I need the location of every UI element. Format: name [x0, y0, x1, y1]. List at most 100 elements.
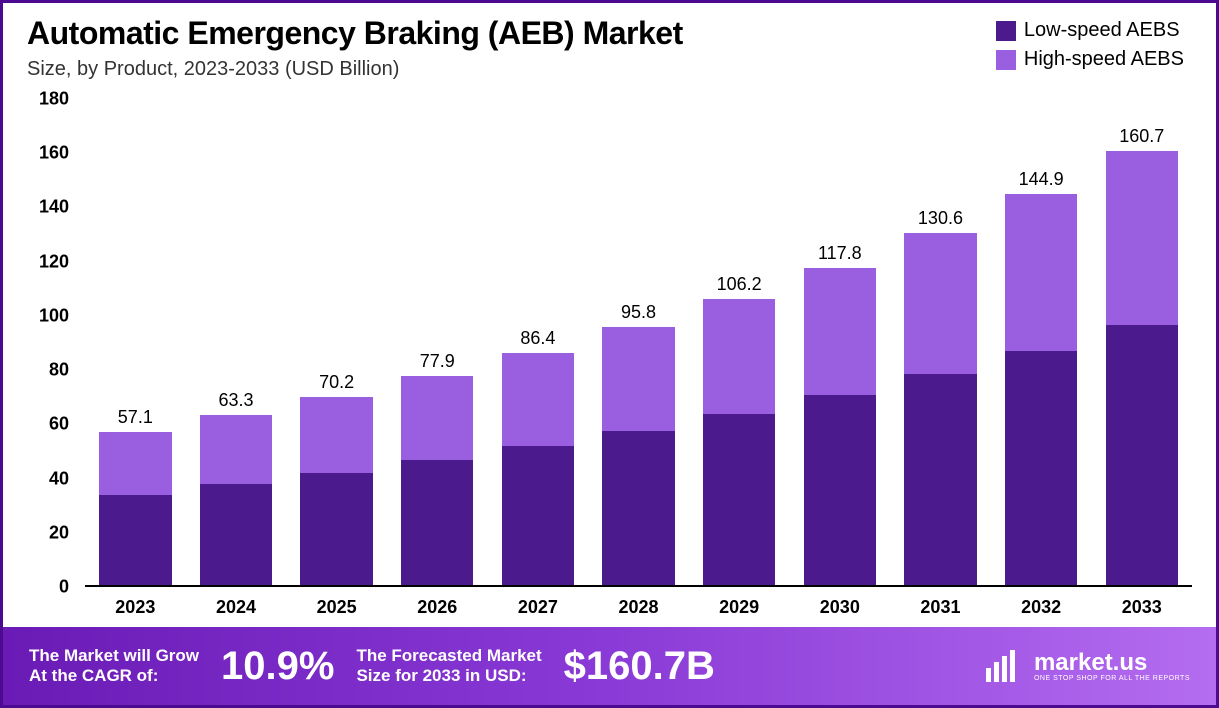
- bar-group: 70.2: [286, 99, 387, 587]
- bar-group: 95.8: [588, 99, 689, 587]
- x-tick: 2027: [488, 587, 589, 627]
- bar-seg-high: [200, 415, 272, 484]
- x-tick: 2033: [1091, 587, 1192, 627]
- x-tick: 2029: [689, 587, 790, 627]
- bar-inner-stack: [602, 327, 674, 587]
- bar-wrap: 160.7: [1106, 99, 1178, 587]
- bars-container: 57.1 63.3 70.2 77.9 86.4 95.8 106.2 117.8 130.6 1…: [85, 99, 1192, 587]
- bar-wrap: 70.2: [300, 99, 372, 587]
- bar-seg-high: [300, 397, 372, 473]
- bar-total-label: 130.6: [918, 208, 963, 229]
- x-tick: 2028: [588, 587, 689, 627]
- bar-total-label: 63.3: [218, 390, 253, 411]
- bar-inner-stack: [99, 432, 171, 587]
- bar-group: 63.3: [186, 99, 287, 587]
- bar-group: 86.4: [488, 99, 589, 587]
- bar-seg-low: [502, 446, 574, 587]
- plot-region: 57.1 63.3 70.2 77.9 86.4 95.8 106.2 117.8 130.6 1…: [85, 99, 1192, 587]
- y-tick: 0: [59, 577, 69, 598]
- brand-name: market.us: [1034, 651, 1190, 675]
- bar-seg-low: [1106, 325, 1178, 587]
- forecast-label: The Forecasted MarketSize for 2033 in US…: [356, 646, 541, 687]
- x-tick: 2031: [890, 587, 991, 627]
- legend-item-high: High-speed AEBS: [996, 48, 1184, 71]
- chart-area: 020406080100120140160180 57.163.370.277.…: [3, 81, 1216, 627]
- legend-label-low: Low-speed AEBS: [1024, 19, 1180, 42]
- cagr-label: The Market will GrowAt the CAGR of:: [29, 646, 199, 687]
- bar-group: 77.9: [387, 99, 488, 587]
- x-tick: 2024: [186, 587, 287, 627]
- x-tick: 2026: [387, 587, 488, 627]
- bar-inner-stack: [401, 376, 473, 587]
- bar-total-label: 57.1: [118, 407, 153, 428]
- bar-wrap: 117.8: [804, 99, 876, 587]
- legend-label-high: High-speed AEBS: [1024, 48, 1184, 71]
- bar-total-label: 86.4: [520, 328, 555, 349]
- bar-group: 130.6: [890, 99, 991, 587]
- y-tick: 40: [49, 468, 69, 489]
- bar-seg-high: [401, 376, 473, 460]
- bar-total-label: 144.9: [1019, 169, 1064, 190]
- y-tick: 180: [39, 89, 69, 110]
- bar-wrap: 106.2: [703, 99, 775, 587]
- bar-seg-high: [99, 432, 171, 495]
- bar-inner-stack: [904, 233, 976, 587]
- chart-subtitle: Size, by Product, 2023-2033 (USD Billion…: [27, 58, 996, 81]
- bar-total-label: 160.7: [1119, 126, 1164, 147]
- x-tick: 2023: [85, 587, 186, 627]
- y-tick: 60: [49, 414, 69, 435]
- chart-inner: 020406080100120140160180 57.163.370.277.…: [27, 89, 1192, 627]
- bar-inner-stack: [804, 268, 876, 587]
- y-axis: 020406080100120140160180: [27, 99, 77, 587]
- y-tick: 80: [49, 360, 69, 381]
- cagr-value: 10.9%: [221, 644, 334, 689]
- bar-seg-low: [804, 395, 876, 587]
- legend-swatch-high: [996, 50, 1016, 70]
- forecast-value: $160.7B: [564, 644, 715, 689]
- bar-seg-low: [1005, 351, 1077, 587]
- brand: market.us ONE STOP SHOP FOR ALL THE REPO…: [980, 644, 1190, 688]
- bar-group: 117.8: [789, 99, 890, 587]
- header: Automatic Emergency Braking (AEB) Market…: [3, 3, 1216, 81]
- bar-group: 106.2: [689, 99, 790, 587]
- y-tick: 140: [39, 197, 69, 218]
- chart-title: Automatic Emergency Braking (AEB) Market: [27, 15, 996, 52]
- bar-seg-low: [703, 414, 775, 588]
- x-tick: 2030: [789, 587, 890, 627]
- bar-total-label: 117.8: [818, 243, 862, 264]
- legend: Low-speed AEBS High-speed AEBS: [996, 15, 1192, 81]
- bar-inner-stack: [300, 397, 372, 587]
- bar-group: 144.9: [991, 99, 1092, 587]
- bar-seg-low: [300, 473, 372, 587]
- bar-seg-low: [602, 431, 674, 587]
- bar-inner-stack: [1005, 194, 1077, 587]
- bar-seg-high: [804, 268, 876, 395]
- bar-group: 57.1: [85, 99, 186, 587]
- bar-seg-low: [200, 484, 272, 587]
- bar-seg-high: [602, 327, 674, 431]
- bar-seg-low: [99, 495, 171, 587]
- y-tick: 20: [49, 522, 69, 543]
- bar-total-label: 106.2: [717, 274, 762, 295]
- legend-item-low: Low-speed AEBS: [996, 19, 1184, 42]
- bar-inner-stack: [1106, 151, 1178, 587]
- bar-total-label: 77.9: [420, 351, 455, 372]
- x-axis: 2023202420252026202720282029203020312032…: [85, 587, 1192, 627]
- footer-banner: The Market will GrowAt the CAGR of: 10.9…: [3, 627, 1216, 705]
- bar-wrap: 57.1: [99, 99, 171, 587]
- brand-logo-icon: [980, 644, 1024, 688]
- y-tick: 160: [39, 143, 69, 164]
- bar-seg-high: [1106, 151, 1178, 325]
- bar-seg-high: [703, 299, 775, 413]
- brand-text: market.us ONE STOP SHOP FOR ALL THE REPO…: [1034, 651, 1190, 682]
- bar-group: 160.7: [1091, 99, 1192, 587]
- bar-inner-stack: [703, 299, 775, 587]
- bar-seg-low: [904, 374, 976, 587]
- y-tick: 120: [39, 251, 69, 272]
- bar-wrap: 63.3: [200, 99, 272, 587]
- bar-total-label: 70.2: [319, 372, 354, 393]
- bar-wrap: 130.6: [904, 99, 976, 587]
- x-tick: 2025: [286, 587, 387, 627]
- bar-wrap: 95.8: [602, 99, 674, 587]
- bar-seg-high: [1005, 194, 1077, 351]
